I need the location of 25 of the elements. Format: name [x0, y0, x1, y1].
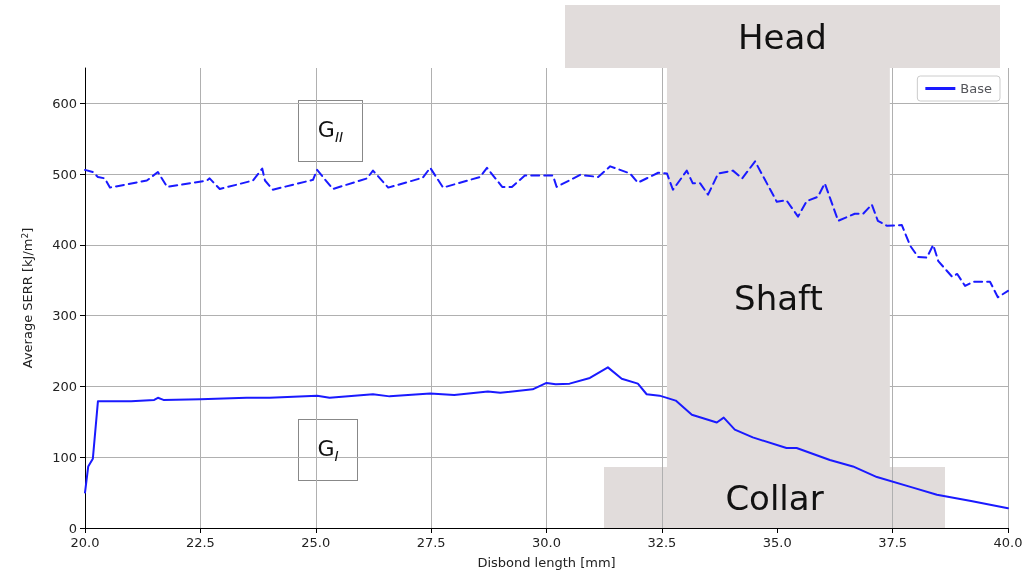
legend-label: Base [960, 81, 992, 96]
y-tick-label: 400 [52, 237, 77, 253]
y-tick-label: 500 [52, 166, 77, 182]
x-tick-label: 40.0 [993, 535, 1023, 550]
x-axis-title: Disbond length [mm] [477, 555, 616, 570]
band-label: Shaft [734, 278, 823, 318]
y-tick-label: 100 [52, 449, 77, 465]
x-tick-label: 25.0 [301, 535, 331, 550]
x-tick-label: 37.5 [878, 535, 908, 550]
y-tick-label: 0 [68, 520, 77, 536]
y-tick-label: 200 [52, 378, 77, 394]
x-tick-label: 30.0 [532, 535, 561, 550]
x-tick-label: 35.0 [762, 535, 792, 550]
annotation: G$_{I}$ [317, 435, 339, 465]
line-series [84, 366, 1009, 510]
x-tick-label: 32.5 [647, 535, 677, 550]
y-axis-title: Average SERR [kJ/m2] [19, 227, 35, 369]
text: Head [738, 16, 827, 57]
y-tick-label: 600 [52, 95, 77, 111]
annotation: G$_{II}$ [317, 116, 344, 146]
x-tick-label: 20.0 [70, 535, 100, 550]
x-tick-label: 27.5 [416, 535, 446, 550]
x-tick-label: 22.5 [185, 535, 215, 550]
y-tick-label: 300 [52, 308, 77, 324]
annotation: Collar [725, 477, 824, 518]
